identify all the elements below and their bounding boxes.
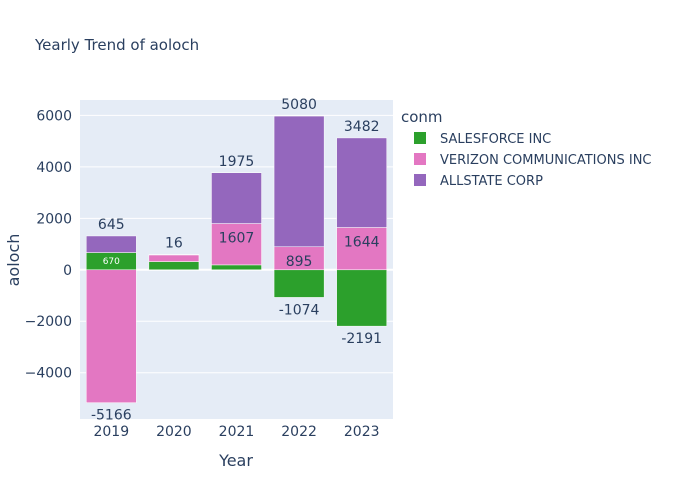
legend-title: conm (401, 108, 443, 126)
bar (336, 269, 387, 327)
y-tick-label: 2000 (36, 211, 72, 227)
y-tick-label: 4000 (36, 160, 72, 176)
bar-value-label: -1074 (279, 302, 320, 318)
bar (211, 264, 262, 271)
y-tick-label: 6000 (36, 108, 72, 124)
y-axis-ticks: −4000 −2000 0 2000 4000 6000 (25, 108, 72, 381)
bar-labels: 670 -1074 -2191 -5166 1607 895 1644 645 16 1975 50… (91, 97, 382, 424)
legend-swatch (414, 153, 426, 165)
bar (86, 235, 137, 253)
bar (273, 269, 325, 298)
x-tick-label: 2023 (344, 424, 380, 440)
bar (86, 269, 137, 403)
bar-value-label: 1644 (344, 234, 380, 250)
y-axis-title: aoloch (4, 234, 23, 287)
x-tick-label: 2021 (219, 424, 255, 440)
bar-value-label: 1607 (219, 231, 255, 247)
bars (86, 115, 387, 403)
bar (211, 223, 262, 266)
x-tick-label: 2019 (93, 424, 129, 440)
bar-value-label: -2191 (341, 331, 382, 347)
chart-title: Yearly Trend of aoloch (34, 36, 199, 54)
legend-item-label: SALESFORCE INC (440, 132, 551, 147)
bar-value-label: 645 (98, 217, 125, 233)
bar-value-label: 895 (286, 254, 313, 270)
bar (148, 261, 200, 271)
y-tick-label: −4000 (25, 366, 72, 382)
bar (336, 137, 387, 228)
legend-item-label: VERIZON COMMUNICATIONS INC (440, 153, 652, 168)
x-axis-ticks: 2019 2020 2021 2022 2023 (93, 424, 379, 440)
bar-value-label: 3482 (344, 119, 380, 135)
bar-value-label: 670 (103, 257, 120, 267)
legend: conm SALESFORCE INC VERIZON COMMUNICATION… (401, 108, 652, 189)
legend-swatch (414, 174, 426, 186)
legend-swatch (414, 132, 426, 144)
bar (273, 115, 325, 248)
x-axis-title: Year (218, 451, 253, 470)
bar-value-label: -5166 (91, 408, 132, 424)
x-tick-label: 2022 (281, 424, 317, 440)
legend-item-label: ALLSTATE CORP (440, 174, 543, 189)
bar-value-label: 16 (165, 235, 183, 251)
bar (211, 172, 262, 224)
y-tick-label: −2000 (25, 314, 72, 330)
bar-value-label: 1975 (219, 154, 255, 170)
bar (336, 227, 387, 271)
bar-value-label: 5080 (281, 97, 317, 113)
bar (148, 254, 200, 262)
y-tick-label: 0 (63, 263, 72, 279)
bar (148, 254, 200, 256)
x-tick-label: 2020 (156, 424, 192, 440)
